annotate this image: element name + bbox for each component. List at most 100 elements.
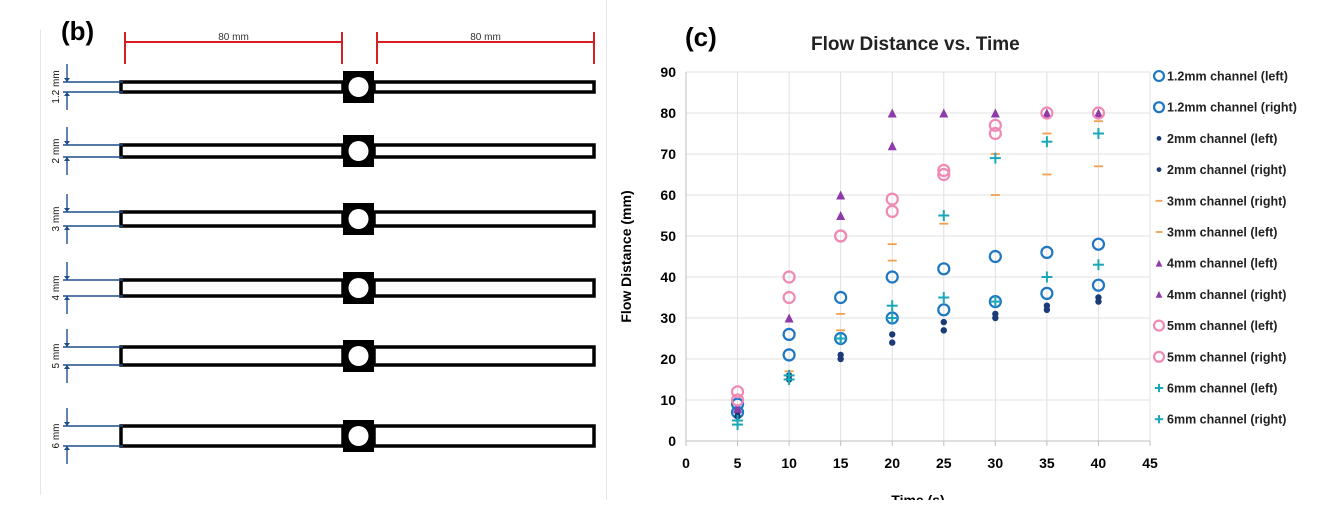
data-point xyxy=(988,118,1002,132)
y-tick-label: 60 xyxy=(660,187,676,203)
y-tick-label: 50 xyxy=(660,228,676,244)
channel-strip-left xyxy=(119,143,345,159)
x-tick-label: 15 xyxy=(833,455,849,471)
legend-marker xyxy=(1156,136,1162,141)
scatter-chart: 0 10 20 30 40 50 60 70 80 90 0 5 10 15 20 25 30 35 40 45 Flo… xyxy=(618,64,1297,505)
data-point xyxy=(889,331,896,338)
legend-marker xyxy=(1152,319,1166,332)
data-point xyxy=(992,314,999,322)
width-arrowhead-bottom xyxy=(64,296,70,300)
reservoir-hole xyxy=(348,278,369,298)
legend-label: 4mm channel (left) xyxy=(1167,257,1277,271)
data-point xyxy=(889,339,896,346)
data-point xyxy=(836,190,846,200)
data-point xyxy=(887,141,897,151)
channel-2: 3 mm xyxy=(51,194,596,244)
channel-strip-right xyxy=(372,345,596,367)
channel-strip-left xyxy=(119,278,345,298)
legend-item: 2mm channel (right) xyxy=(1156,163,1286,177)
data-point xyxy=(940,327,947,334)
reservoir-hole xyxy=(348,209,369,229)
data-point xyxy=(837,355,844,363)
width-arrowhead-top xyxy=(64,276,70,280)
channel-width-label: 6 mm xyxy=(51,424,62,449)
data-point xyxy=(782,348,796,362)
series-9 xyxy=(730,126,1002,407)
data-point xyxy=(988,126,1002,141)
data-point xyxy=(1091,237,1106,251)
data-point xyxy=(1091,278,1106,292)
x-tick-label: 5 xyxy=(734,455,742,471)
y-tick-label: 10 xyxy=(660,392,676,408)
legend-item: 6mm channel (right) xyxy=(1154,413,1286,427)
channel-width-label: 4 mm xyxy=(51,276,62,301)
legend-item: 4mm channel (left) xyxy=(1155,257,1277,271)
data-point xyxy=(1093,108,1103,118)
channel-strip-left xyxy=(119,345,345,367)
data-point xyxy=(885,204,899,218)
channel-width-label: 1.2 mm xyxy=(51,70,62,103)
y-tick-label: 80 xyxy=(660,105,676,121)
x-tick-label: 25 xyxy=(936,455,952,471)
data-point xyxy=(782,290,796,305)
legend-item: 4mm channel (right) xyxy=(1155,288,1286,302)
reservoir-hole xyxy=(348,426,369,446)
data-point xyxy=(937,163,951,177)
legend-item: 3mm channel (right) xyxy=(1155,194,1286,208)
data-point xyxy=(886,312,898,324)
data-point xyxy=(1040,245,1054,259)
legend-item: 5mm channel (left) xyxy=(1152,319,1277,333)
dimension-left-label: 80 mm xyxy=(218,32,249,43)
panel-c-label: (c) xyxy=(685,22,717,52)
data-point xyxy=(1092,128,1104,139)
data-point xyxy=(730,393,745,407)
data-point xyxy=(1091,106,1106,120)
x-tick-label: 30 xyxy=(988,455,1004,471)
reservoir-hole xyxy=(348,141,369,161)
data-point xyxy=(939,108,949,118)
width-arrowhead-top xyxy=(64,343,70,347)
dimension-right-label: 80 mm xyxy=(470,32,501,43)
series-0 xyxy=(730,237,1106,411)
data-point xyxy=(1041,271,1053,283)
data-point xyxy=(1042,108,1052,118)
data-point xyxy=(1095,298,1102,305)
width-arrowhead-top xyxy=(64,422,70,426)
channel-strip-right xyxy=(372,210,596,228)
channel-4: 5 mm xyxy=(51,329,596,383)
dimension-left: 80 mm xyxy=(124,32,343,64)
series-8 xyxy=(730,106,1106,399)
x-tick-label: 35 xyxy=(1039,455,1055,471)
legend-label: 5mm channel (left) xyxy=(1167,319,1277,333)
legend-label: 2mm channel (left) xyxy=(1167,132,1277,146)
legend-label: 3mm channel (left) xyxy=(1167,226,1277,240)
data-point xyxy=(990,108,1000,118)
data-point xyxy=(989,296,1001,308)
series-6 xyxy=(733,108,1103,413)
series-11 xyxy=(732,259,1104,431)
legend-item: 5mm channel (right) xyxy=(1152,350,1286,364)
legend-marker xyxy=(1152,69,1166,83)
data-point xyxy=(782,270,796,284)
channel-strip-right xyxy=(372,80,596,94)
y-tick-label: 20 xyxy=(660,351,676,367)
data-point xyxy=(937,303,951,317)
data-point xyxy=(1040,286,1054,300)
legend-marker xyxy=(1155,259,1163,267)
y-tick-label: 70 xyxy=(660,146,676,162)
legend: 1.2mm channel (left) 1.2mm channel (right… xyxy=(1152,69,1297,427)
data-point xyxy=(937,167,951,182)
y-tick-label: 90 xyxy=(660,64,676,80)
channel-strip-right xyxy=(372,424,596,448)
legend-label: 6mm channel (right) xyxy=(1167,413,1286,427)
channel-1: 2 mm xyxy=(51,127,596,175)
reservoir-hole xyxy=(348,346,369,366)
legend-label: 6mm channel (left) xyxy=(1167,382,1277,396)
channel-width-label: 2 mm xyxy=(51,139,62,164)
reservoir-hole xyxy=(348,77,369,97)
data-point xyxy=(989,152,1001,164)
channel-5: 6 mm xyxy=(51,408,596,464)
legend-label: 4mm channel (right) xyxy=(1167,288,1286,302)
y-tick-label: 40 xyxy=(660,269,676,285)
series-7 xyxy=(836,141,897,220)
